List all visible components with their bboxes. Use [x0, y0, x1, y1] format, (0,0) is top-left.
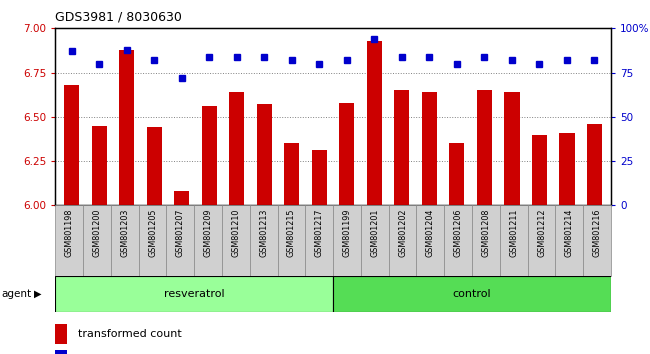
- Bar: [367, 41, 382, 205]
- Bar: [174, 191, 189, 205]
- Bar: [306, 205, 333, 276]
- Bar: [560, 133, 575, 205]
- Text: ▶: ▶: [34, 289, 42, 299]
- Text: GSM801205: GSM801205: [148, 209, 157, 257]
- Text: GSM801210: GSM801210: [231, 209, 240, 257]
- Bar: [504, 92, 519, 205]
- Text: GSM801199: GSM801199: [343, 209, 352, 257]
- Bar: [445, 205, 472, 276]
- Bar: [147, 127, 162, 205]
- Bar: [389, 205, 417, 276]
- Bar: [111, 205, 138, 276]
- Text: GSM801212: GSM801212: [537, 209, 546, 257]
- Bar: [556, 205, 583, 276]
- Text: GSM801198: GSM801198: [64, 209, 73, 257]
- Bar: [92, 126, 107, 205]
- Bar: [55, 324, 67, 344]
- Text: GSM801202: GSM801202: [398, 209, 407, 257]
- Text: control: control: [453, 289, 491, 299]
- Bar: [422, 92, 437, 205]
- Text: GSM801200: GSM801200: [92, 209, 101, 257]
- Bar: [333, 205, 361, 276]
- Bar: [333, 276, 611, 312]
- Bar: [55, 205, 83, 276]
- Bar: [202, 106, 217, 205]
- Bar: [64, 85, 79, 205]
- Text: GSM801209: GSM801209: [203, 209, 213, 257]
- Bar: [587, 124, 602, 205]
- Text: GSM801207: GSM801207: [176, 209, 185, 257]
- Bar: [119, 50, 135, 205]
- Bar: [361, 205, 389, 276]
- Text: transformed count: transformed count: [78, 330, 182, 339]
- Bar: [138, 205, 166, 276]
- Text: GSM801203: GSM801203: [120, 209, 129, 257]
- Bar: [477, 90, 492, 205]
- Bar: [222, 205, 250, 276]
- Text: GSM801211: GSM801211: [509, 209, 518, 257]
- Bar: [55, 276, 333, 312]
- Bar: [339, 103, 354, 205]
- Text: GSM801201: GSM801201: [370, 209, 380, 257]
- Text: GSM801213: GSM801213: [259, 209, 268, 257]
- Bar: [257, 104, 272, 205]
- Bar: [278, 205, 306, 276]
- Bar: [312, 150, 327, 205]
- Bar: [166, 205, 194, 276]
- Bar: [449, 143, 465, 205]
- Bar: [500, 205, 528, 276]
- Bar: [532, 135, 547, 205]
- Bar: [417, 205, 445, 276]
- Text: GSM801216: GSM801216: [593, 209, 602, 257]
- Text: GSM801214: GSM801214: [565, 209, 574, 257]
- Bar: [395, 90, 410, 205]
- Bar: [528, 205, 556, 276]
- Text: GSM801217: GSM801217: [315, 209, 324, 257]
- Text: GSM801206: GSM801206: [454, 209, 463, 257]
- Text: GSM801204: GSM801204: [426, 209, 435, 257]
- Bar: [250, 205, 278, 276]
- Bar: [284, 143, 300, 205]
- Text: agent: agent: [1, 289, 31, 299]
- Text: GSM801215: GSM801215: [287, 209, 296, 257]
- Bar: [194, 205, 222, 276]
- Bar: [83, 205, 111, 276]
- Text: GDS3981 / 8030630: GDS3981 / 8030630: [55, 11, 182, 24]
- Bar: [583, 205, 611, 276]
- Bar: [472, 205, 500, 276]
- Bar: [229, 92, 244, 205]
- Text: GSM801208: GSM801208: [482, 209, 491, 257]
- Text: resveratrol: resveratrol: [164, 289, 224, 299]
- Bar: [55, 350, 67, 354]
